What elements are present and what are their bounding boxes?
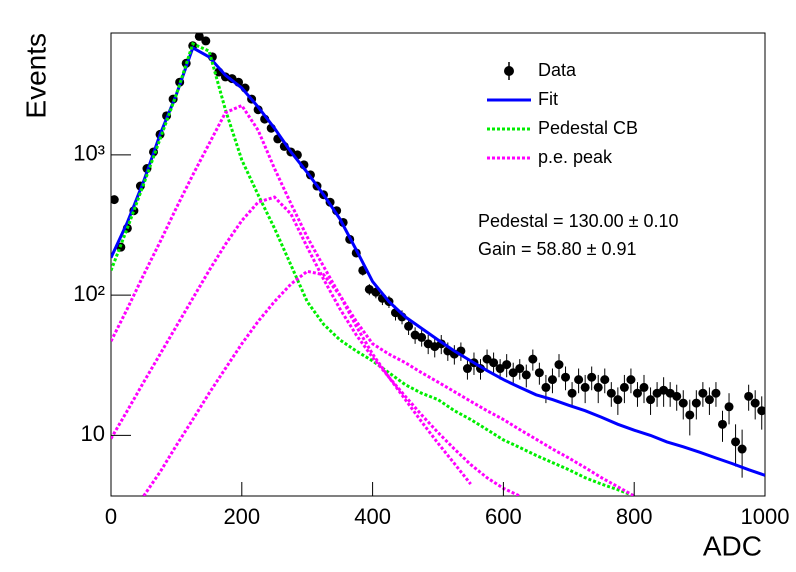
x-tick-label: 0 <box>105 504 117 529</box>
data-point <box>600 375 610 385</box>
data-point <box>711 388 721 398</box>
data-point <box>561 372 571 382</box>
data-point <box>462 364 472 374</box>
x-tick-label: 600 <box>485 504 522 529</box>
data-point <box>404 321 414 331</box>
data-point <box>554 360 564 370</box>
data-point <box>541 382 551 392</box>
data-point <box>528 354 538 364</box>
data-point <box>521 370 531 380</box>
data-point <box>737 444 747 454</box>
x-tick-label: 400 <box>354 504 391 529</box>
data-point <box>731 437 741 447</box>
data-point <box>646 395 656 405</box>
data-point <box>639 382 649 392</box>
data-point <box>698 388 708 398</box>
data-point <box>750 398 760 408</box>
legend-entry: Data <box>504 60 577 80</box>
data-point <box>626 375 636 385</box>
curve <box>111 195 521 496</box>
data-point <box>672 391 682 401</box>
x-axis-title: ADC <box>703 530 762 561</box>
data-point <box>567 388 577 398</box>
legend-entry: p.e. peak <box>487 147 613 167</box>
data-point <box>194 33 204 41</box>
data-point <box>417 332 427 342</box>
x-tick-label: 800 <box>616 504 653 529</box>
data-point <box>678 398 688 408</box>
legend-label: Fit <box>538 89 558 109</box>
data-point <box>587 372 597 382</box>
y-tick-label: 10² <box>73 281 105 306</box>
data-point <box>515 364 525 374</box>
data-point <box>724 402 734 412</box>
data-point <box>632 388 642 398</box>
y-tick-label: 10 <box>81 421 105 446</box>
data-point <box>613 395 623 405</box>
data-point <box>574 375 584 385</box>
data-point <box>201 36 211 46</box>
data-point <box>717 419 727 429</box>
data-point <box>502 360 512 370</box>
data-point <box>495 364 505 374</box>
curve <box>111 103 635 496</box>
plot-frame <box>110 32 766 497</box>
legend-entry: Pedestal CB <box>487 118 638 138</box>
data-point <box>744 391 754 401</box>
data-point <box>691 398 701 408</box>
annotation: Gain = 58.80 ± 0.91 <box>478 239 637 259</box>
legend-entry: Fit <box>487 89 558 109</box>
data-point <box>593 382 603 392</box>
data-point <box>534 368 544 378</box>
data-point <box>619 382 629 392</box>
legend-label: p.e. peak <box>538 147 613 167</box>
data-point <box>685 410 695 420</box>
data-point <box>580 382 590 392</box>
curve <box>111 41 635 496</box>
data-point <box>757 406 765 416</box>
curve <box>142 269 472 496</box>
data-point <box>111 195 119 205</box>
plot-area <box>111 33 765 496</box>
x-tick-label: 1000 <box>741 504 790 529</box>
data-point <box>704 395 714 405</box>
data-point <box>508 368 518 378</box>
annotation: Pedestal = 130.00 ± 0.10 <box>478 211 679 231</box>
x-tick-label: 200 <box>223 504 260 529</box>
data-point <box>606 388 616 398</box>
legend-marker <box>504 66 514 76</box>
curve <box>111 45 765 477</box>
legend-label: Pedestal CB <box>538 118 638 138</box>
data-point <box>547 375 557 385</box>
data-point <box>489 358 499 368</box>
y-tick-label: 10³ <box>73 141 105 166</box>
y-axis-title: Events <box>20 33 51 119</box>
legend-label: Data <box>538 60 577 80</box>
